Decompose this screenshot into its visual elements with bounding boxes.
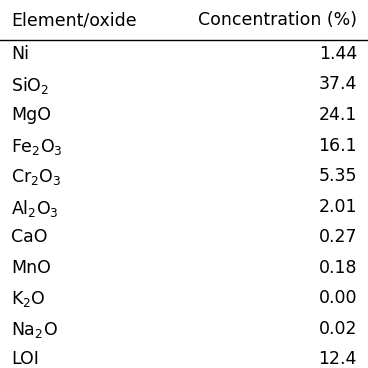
- Text: 12.4: 12.4: [319, 350, 357, 368]
- Text: 16.1: 16.1: [318, 137, 357, 155]
- Text: Al$_2$O$_3$: Al$_2$O$_3$: [11, 198, 59, 219]
- Text: 37.4: 37.4: [319, 75, 357, 93]
- Text: Cr$_2$O$_3$: Cr$_2$O$_3$: [11, 167, 61, 187]
- Text: LOI: LOI: [11, 350, 39, 368]
- Text: K$_2$O: K$_2$O: [11, 289, 46, 309]
- Text: MgO: MgO: [11, 106, 51, 124]
- Text: Element/oxide: Element/oxide: [11, 11, 137, 29]
- Text: 0.27: 0.27: [318, 228, 357, 246]
- Text: 24.1: 24.1: [319, 106, 357, 124]
- Text: 5.35: 5.35: [318, 167, 357, 185]
- Text: 0.02: 0.02: [318, 320, 357, 338]
- Text: Fe$_2$O$_3$: Fe$_2$O$_3$: [11, 137, 63, 156]
- Text: 1.44: 1.44: [319, 45, 357, 63]
- Text: 0.18: 0.18: [318, 259, 357, 277]
- Text: Concentration (%): Concentration (%): [198, 11, 357, 29]
- Text: Na$_2$O: Na$_2$O: [11, 320, 58, 340]
- Text: CaO: CaO: [11, 228, 47, 246]
- Text: 2.01: 2.01: [318, 198, 357, 216]
- Text: 0.00: 0.00: [318, 289, 357, 307]
- Text: SiO$_2$: SiO$_2$: [11, 75, 49, 96]
- Text: Ni: Ni: [11, 45, 29, 63]
- Text: MnO: MnO: [11, 259, 51, 277]
